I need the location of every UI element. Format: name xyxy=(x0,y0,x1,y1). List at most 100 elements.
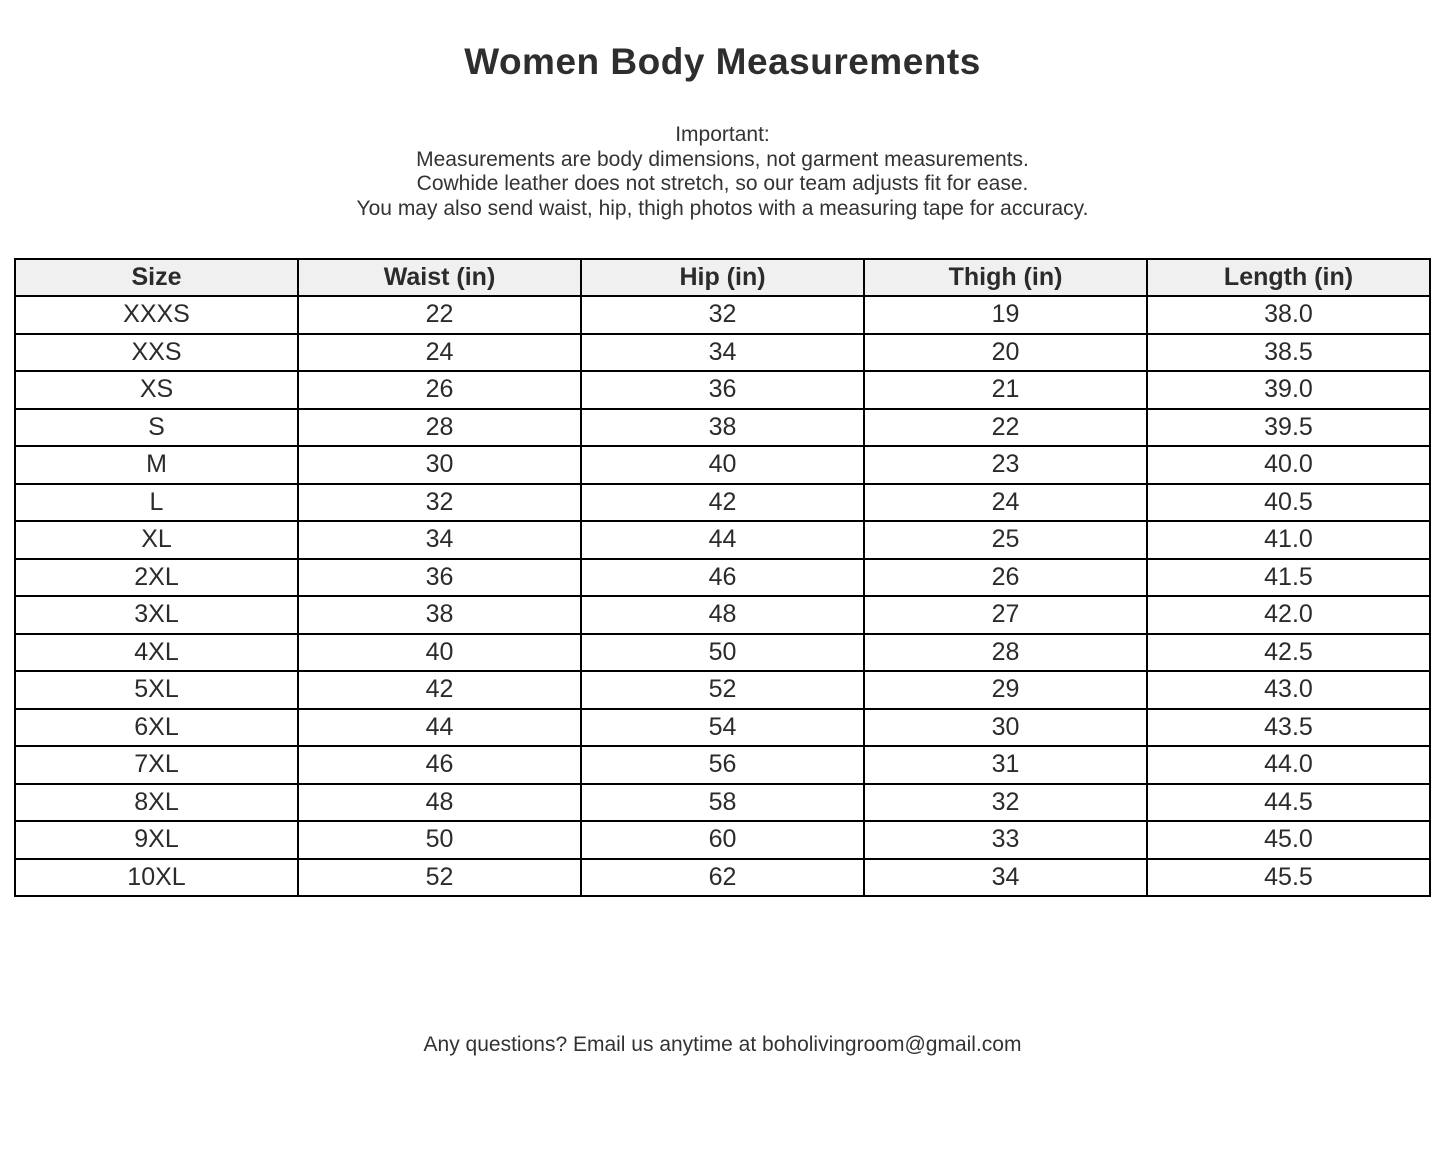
contact-note: Any questions? Email us anytime at bohol… xyxy=(423,1033,1022,1056)
measurement-cell: 52 xyxy=(580,670,865,710)
size-cell: 8XL xyxy=(14,782,299,822)
measurement-cell: 41.0 xyxy=(1146,520,1431,560)
measurement-cell: 52 xyxy=(297,857,582,897)
measurement-cell: 32 xyxy=(297,482,582,522)
measurement-cell: 44.5 xyxy=(1146,782,1431,822)
measurement-cell: 43.0 xyxy=(1146,670,1431,710)
measurements-table: Size Waist (in) Hip (in) Thigh (in) Leng… xyxy=(14,258,1431,897)
measurement-cell: 42 xyxy=(580,482,865,522)
size-cell: 10XL xyxy=(14,857,299,897)
table-row: XS 26 36 21 39.0 xyxy=(14,370,1431,410)
note-line: Measurements are body dimensions, not ga… xyxy=(416,147,1029,171)
measurement-cell: 38 xyxy=(297,595,582,635)
table-row: 9XL 50 60 33 45.0 xyxy=(14,820,1431,860)
measurement-cell: 31 xyxy=(863,745,1148,785)
measurement-cell: 24 xyxy=(863,482,1148,522)
table-row: 6XL 44 54 30 43.5 xyxy=(14,707,1431,747)
measurement-cell: 40 xyxy=(580,445,865,485)
measurement-cell: 44 xyxy=(580,520,865,560)
measurement-cell: 32 xyxy=(863,782,1148,822)
table-row: 5XL 42 52 29 43.0 xyxy=(14,670,1431,710)
measurement-cell: 40.5 xyxy=(1146,482,1431,522)
measurement-cell: 23 xyxy=(863,445,1148,485)
measurement-cell: 56 xyxy=(580,745,865,785)
table-row: 2XL 36 46 26 41.5 xyxy=(14,557,1431,597)
measurement-cell: 58 xyxy=(580,782,865,822)
measurement-cell: 22 xyxy=(863,407,1148,447)
size-cell: 3XL xyxy=(14,595,299,635)
important-note: Important: Measurements are body dimensi… xyxy=(0,123,1445,221)
table-row: L 32 42 24 40.5 xyxy=(14,482,1431,522)
measurement-cell: 50 xyxy=(580,632,865,672)
measurement-cell: 48 xyxy=(580,595,865,635)
column-header-waist: Waist (in) xyxy=(297,258,582,297)
measurement-cell: 34 xyxy=(863,857,1148,897)
size-cell: 9XL xyxy=(14,820,299,860)
measurement-cell: 50 xyxy=(297,820,582,860)
size-cell: S xyxy=(14,407,299,447)
note-line: Important: xyxy=(675,123,770,146)
measurement-cell: 42 xyxy=(297,670,582,710)
size-cell: XL xyxy=(14,520,299,560)
measurement-cell: 26 xyxy=(297,370,582,410)
measurement-cell: 19 xyxy=(863,295,1148,335)
table-row: M 30 40 23 40.0 xyxy=(14,445,1431,485)
note-line: Cowhide leather does not stretch, so our… xyxy=(416,172,1029,195)
measurement-cell: 36 xyxy=(580,370,865,410)
measurement-cell: 29 xyxy=(863,670,1148,710)
measurement-cell: 54 xyxy=(580,707,865,747)
measurement-cell: 38 xyxy=(580,407,865,447)
table-header-row: Size Waist (in) Hip (in) Thigh (in) Leng… xyxy=(14,258,1431,297)
measurement-cell: 40.0 xyxy=(1146,445,1431,485)
size-cell: XXS xyxy=(14,332,299,372)
measurement-cell: 46 xyxy=(580,557,865,597)
size-cell: 7XL xyxy=(14,745,299,785)
table-row: XL 34 44 25 41.0 xyxy=(14,520,1431,560)
size-cell: XXXS xyxy=(14,295,299,335)
page-title: Women Body Measurements xyxy=(464,41,981,82)
measurement-cell: 41.5 xyxy=(1146,557,1431,597)
measurement-cell: 44.0 xyxy=(1146,745,1431,785)
measurement-cell: 39.0 xyxy=(1146,370,1431,410)
size-cell: M xyxy=(14,445,299,485)
size-cell: XS xyxy=(14,370,299,410)
measurement-cell: 28 xyxy=(863,632,1148,672)
note-line: You may also send waist, hip, thigh phot… xyxy=(356,196,1089,220)
measurement-cell: 45.5 xyxy=(1146,857,1431,897)
size-cell: 2XL xyxy=(14,557,299,597)
table-row: XXXS 22 32 19 38.0 xyxy=(14,295,1431,335)
measurement-cell: 38.0 xyxy=(1146,295,1431,335)
measurement-cell: 22 xyxy=(297,295,582,335)
table-row: 7XL 46 56 31 44.0 xyxy=(14,745,1431,785)
measurement-cell: 38.5 xyxy=(1146,332,1431,372)
table-row: XXS 24 34 20 38.5 xyxy=(14,332,1431,372)
measurement-cell: 28 xyxy=(297,407,582,447)
measurement-cell: 34 xyxy=(297,520,582,560)
measurement-cell: 32 xyxy=(580,295,865,335)
measurement-cell: 46 xyxy=(297,745,582,785)
measurement-cell: 34 xyxy=(580,332,865,372)
size-cell: 6XL xyxy=(14,707,299,747)
column-header-hip: Hip (in) xyxy=(580,258,865,297)
measurement-cell: 48 xyxy=(297,782,582,822)
measurement-cell: 39.5 xyxy=(1146,407,1431,447)
column-header-thigh: Thigh (in) xyxy=(863,258,1148,297)
column-header-length: Length (in) xyxy=(1146,258,1431,297)
measurement-cell: 24 xyxy=(297,332,582,372)
table-row: S 28 38 22 39.5 xyxy=(14,407,1431,447)
measurement-cell: 30 xyxy=(863,707,1148,747)
measurement-cell: 26 xyxy=(863,557,1148,597)
measurement-cell: 20 xyxy=(863,332,1148,372)
measurement-cell: 60 xyxy=(580,820,865,860)
table-body: XXXS 22 32 19 38.0 XXS 24 34 20 38.5 XS 26 36 21 39.0 S… xyxy=(14,295,1431,897)
measurement-cell: 42.5 xyxy=(1146,632,1431,672)
measurement-cell: 33 xyxy=(863,820,1148,860)
measurement-cell: 40 xyxy=(297,632,582,672)
measurement-cell: 44 xyxy=(297,707,582,747)
measurement-cell: 42.0 xyxy=(1146,595,1431,635)
table-row: 3XL 38 48 27 42.0 xyxy=(14,595,1431,635)
measurement-cell: 27 xyxy=(863,595,1148,635)
size-cell: 4XL xyxy=(14,632,299,672)
table-row: 8XL 48 58 32 44.5 xyxy=(14,782,1431,822)
